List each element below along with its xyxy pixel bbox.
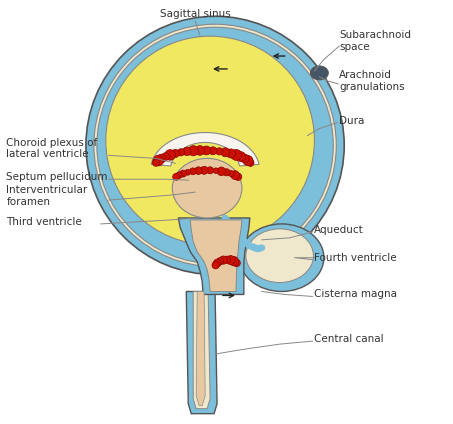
Circle shape [231, 150, 241, 160]
Circle shape [176, 172, 183, 179]
Text: Fourth ventricle: Fourth ventricle [314, 253, 397, 263]
Polygon shape [193, 291, 210, 409]
Circle shape [195, 167, 202, 174]
Circle shape [219, 256, 227, 264]
Circle shape [185, 170, 191, 175]
Polygon shape [190, 220, 242, 291]
Ellipse shape [310, 66, 328, 80]
Text: Cisterna magna: Cisterna magna [314, 290, 397, 299]
Ellipse shape [246, 229, 313, 282]
Ellipse shape [97, 27, 333, 264]
Ellipse shape [86, 16, 344, 275]
Text: Dura: Dura [339, 116, 365, 126]
Polygon shape [186, 291, 217, 414]
Circle shape [189, 168, 196, 175]
Circle shape [221, 148, 230, 157]
Circle shape [157, 154, 166, 163]
Polygon shape [196, 291, 205, 406]
Text: Subarachnoid
space: Subarachnoid space [339, 31, 411, 52]
Text: Arachnoid
granulations: Arachnoid granulations [339, 70, 405, 92]
Circle shape [241, 154, 249, 163]
Polygon shape [178, 218, 250, 294]
Circle shape [152, 159, 159, 166]
Circle shape [223, 169, 230, 176]
Text: Sagittal sinus: Sagittal sinus [160, 9, 231, 20]
Circle shape [228, 170, 234, 176]
Circle shape [202, 146, 211, 155]
Circle shape [217, 258, 223, 265]
Circle shape [247, 159, 254, 166]
Circle shape [231, 171, 239, 179]
Circle shape [178, 149, 184, 156]
Circle shape [209, 147, 217, 155]
Circle shape [212, 262, 219, 269]
Circle shape [226, 149, 236, 158]
Circle shape [173, 173, 179, 180]
Circle shape [171, 149, 179, 158]
Ellipse shape [94, 24, 336, 267]
Circle shape [213, 259, 221, 267]
Circle shape [162, 153, 169, 161]
Ellipse shape [172, 158, 242, 218]
Circle shape [180, 170, 187, 177]
Circle shape [235, 173, 242, 181]
Circle shape [229, 257, 239, 266]
Ellipse shape [240, 224, 324, 291]
Text: Choroid plexus of
lateral ventricle: Choroid plexus of lateral ventricle [6, 138, 98, 159]
Circle shape [153, 155, 164, 166]
Text: Third ventricle: Third ventricle [6, 217, 82, 227]
Text: Central canal: Central canal [314, 334, 384, 344]
Circle shape [243, 156, 253, 166]
Text: Aqueduct: Aqueduct [314, 225, 364, 235]
Circle shape [195, 145, 205, 155]
Circle shape [223, 256, 231, 263]
Circle shape [236, 152, 246, 162]
Polygon shape [151, 133, 259, 166]
Circle shape [207, 167, 213, 174]
Text: Septum pellucidum: Septum pellucidum [6, 172, 108, 182]
Circle shape [188, 146, 198, 156]
Circle shape [213, 168, 219, 173]
Text: Interventricular
foramen: Interventricular foramen [6, 185, 88, 207]
Circle shape [217, 167, 226, 176]
Circle shape [233, 259, 241, 267]
Circle shape [165, 150, 175, 160]
Circle shape [200, 166, 208, 174]
Circle shape [183, 147, 191, 156]
Circle shape [226, 256, 235, 265]
Ellipse shape [106, 36, 314, 245]
Circle shape [216, 148, 223, 155]
